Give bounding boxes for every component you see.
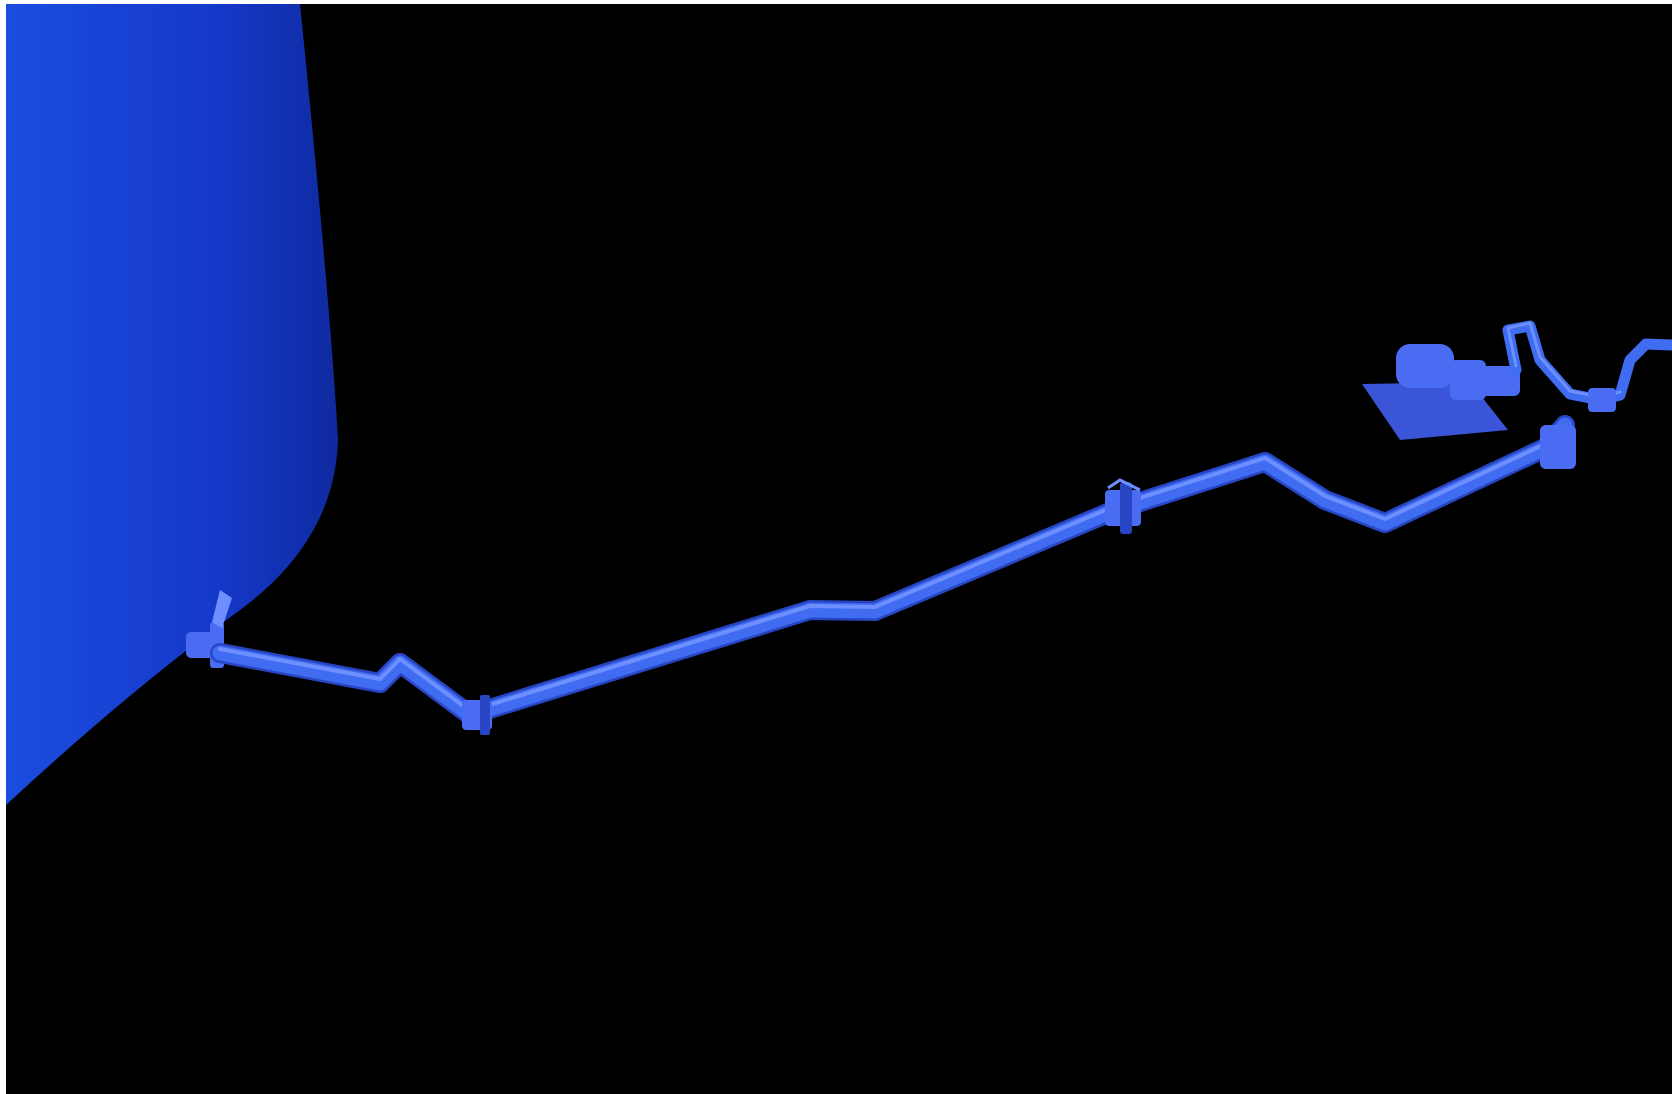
pipeline[interactable] xyxy=(210,415,1575,725)
pipeline-valve-1[interactable] xyxy=(462,695,492,735)
pump-skid[interactable] xyxy=(1362,344,1520,440)
pipeline-valve-2[interactable] xyxy=(1105,478,1141,534)
storage-tank[interactable] xyxy=(6,4,338,805)
discharge-valve[interactable] xyxy=(1540,388,1616,469)
